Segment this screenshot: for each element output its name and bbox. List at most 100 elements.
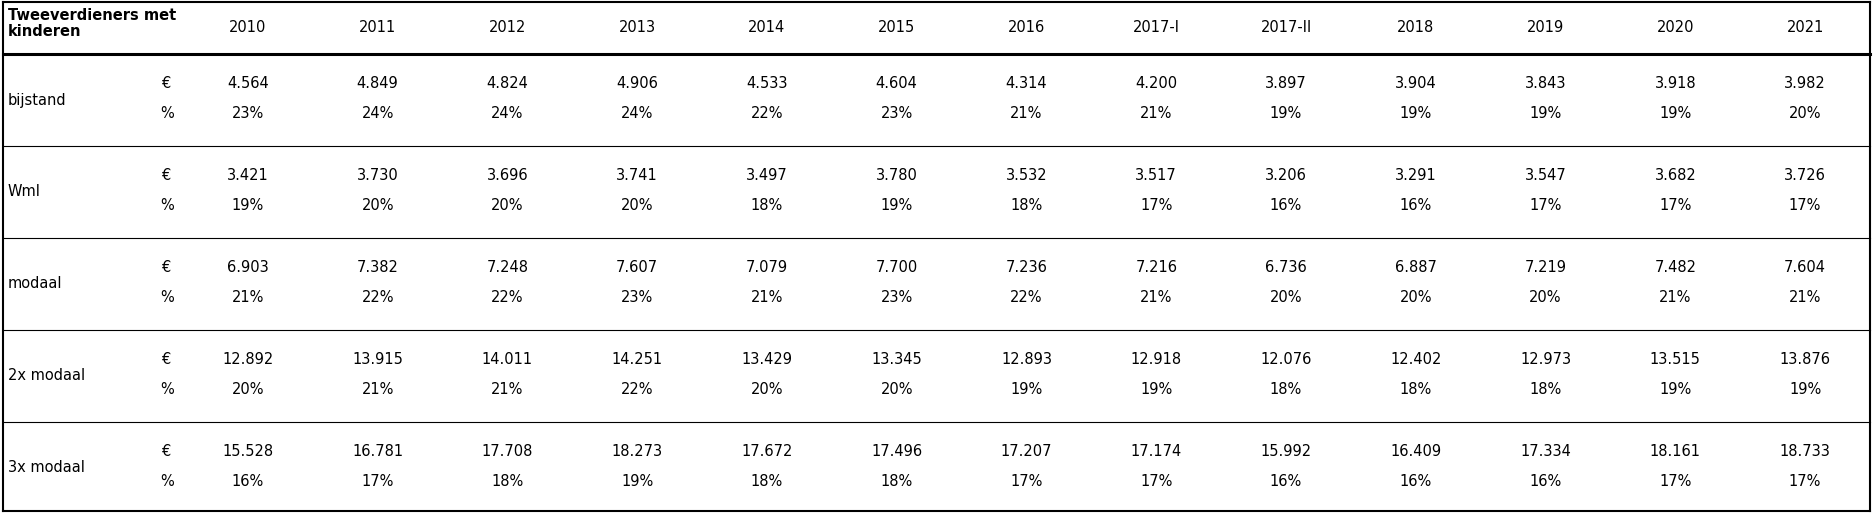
Text: 20%: 20% [1270, 290, 1302, 305]
Text: 15.992: 15.992 [1261, 444, 1311, 459]
Text: 23%: 23% [622, 290, 654, 305]
Text: 12.892: 12.892 [223, 352, 273, 367]
Text: 3.421: 3.421 [227, 168, 268, 183]
Text: 20%: 20% [1789, 106, 1821, 121]
Text: 13.345: 13.345 [871, 352, 922, 367]
Text: 24%: 24% [361, 106, 393, 121]
Text: 17%: 17% [1789, 475, 1821, 489]
Text: 20%: 20% [491, 199, 524, 213]
Text: 7.607: 7.607 [616, 260, 657, 275]
Text: 17.207: 17.207 [1000, 444, 1053, 459]
Text: 2020: 2020 [1656, 21, 1693, 35]
Text: 18.273: 18.273 [612, 444, 663, 459]
Text: 21%: 21% [491, 382, 524, 397]
Text: 18%: 18% [491, 475, 524, 489]
Text: 2010: 2010 [229, 21, 266, 35]
Text: 18.733: 18.733 [1779, 444, 1830, 459]
Text: 16%: 16% [1399, 199, 1433, 213]
Text: 20%: 20% [1530, 290, 1562, 305]
Text: %: % [159, 199, 174, 213]
Text: 22%: 22% [751, 106, 783, 121]
Text: €: € [163, 76, 172, 91]
Text: 6.736: 6.736 [1264, 260, 1307, 275]
Text: 7.604: 7.604 [1785, 260, 1826, 275]
Text: 2015: 2015 [878, 21, 916, 35]
Text: 19%: 19% [1659, 106, 1691, 121]
Text: %: % [159, 475, 174, 489]
Text: Tweeverdieners met: Tweeverdieners met [7, 8, 176, 23]
Text: 3.696: 3.696 [487, 168, 528, 183]
Text: 16%: 16% [232, 475, 264, 489]
Text: 3.741: 3.741 [616, 168, 657, 183]
Text: 4.824: 4.824 [487, 76, 528, 91]
Text: 15.528: 15.528 [223, 444, 273, 459]
Text: 13.515: 13.515 [1650, 352, 1701, 367]
Text: 21%: 21% [751, 290, 783, 305]
Text: 7.382: 7.382 [356, 260, 399, 275]
Text: 12.402: 12.402 [1390, 352, 1442, 367]
Text: 17.708: 17.708 [481, 444, 534, 459]
Text: 19%: 19% [622, 475, 654, 489]
Text: modaal: modaal [7, 277, 62, 291]
Text: 21%: 21% [361, 382, 393, 397]
Text: 2012: 2012 [489, 21, 526, 35]
Text: 20%: 20% [232, 382, 264, 397]
Text: 12.076: 12.076 [1261, 352, 1311, 367]
Text: 20%: 20% [751, 382, 783, 397]
Text: 23%: 23% [880, 290, 912, 305]
Text: 17.496: 17.496 [871, 444, 922, 459]
Text: 16%: 16% [1399, 475, 1433, 489]
Text: €: € [163, 444, 172, 459]
Text: 16%: 16% [1270, 199, 1302, 213]
Text: 24%: 24% [622, 106, 654, 121]
Text: 21%: 21% [1141, 290, 1172, 305]
Text: 20%: 20% [880, 382, 912, 397]
Text: kinderen: kinderen [7, 24, 82, 39]
Text: 13.876: 13.876 [1779, 352, 1830, 367]
Text: 7.482: 7.482 [1654, 260, 1697, 275]
Text: bijstand: bijstand [7, 92, 67, 108]
Text: 22%: 22% [1010, 290, 1043, 305]
Text: 4.314: 4.314 [1006, 76, 1047, 91]
Text: 3.532: 3.532 [1006, 168, 1047, 183]
Text: %: % [159, 382, 174, 397]
Text: 18%: 18% [1010, 199, 1043, 213]
Text: 16%: 16% [1530, 475, 1562, 489]
Text: Wml: Wml [7, 185, 41, 200]
Text: 3.497: 3.497 [745, 168, 789, 183]
Text: 23%: 23% [232, 106, 264, 121]
Text: 19%: 19% [232, 199, 264, 213]
Text: 2016: 2016 [1008, 21, 1045, 35]
Text: 21%: 21% [1141, 106, 1172, 121]
Text: 3.206: 3.206 [1264, 168, 1307, 183]
Text: 17%: 17% [1141, 475, 1172, 489]
Text: 7.079: 7.079 [745, 260, 789, 275]
Text: 22%: 22% [491, 290, 524, 305]
Text: 20%: 20% [1399, 290, 1433, 305]
Text: 3.780: 3.780 [877, 168, 918, 183]
Text: 17%: 17% [1010, 475, 1043, 489]
Text: 2017-II: 2017-II [1261, 21, 1311, 35]
Text: 18%: 18% [751, 475, 783, 489]
Text: 17%: 17% [1789, 199, 1821, 213]
Text: 4.604: 4.604 [877, 76, 918, 91]
Text: 7.219: 7.219 [1525, 260, 1566, 275]
Text: 3.730: 3.730 [356, 168, 399, 183]
Text: 16%: 16% [1270, 475, 1302, 489]
Text: 14.251: 14.251 [612, 352, 663, 367]
Text: 17%: 17% [1141, 199, 1172, 213]
Text: 13.429: 13.429 [742, 352, 792, 367]
Text: 12.893: 12.893 [1000, 352, 1053, 367]
Text: 2x modaal: 2x modaal [7, 368, 84, 384]
Text: 4.906: 4.906 [616, 76, 657, 91]
Text: 21%: 21% [1010, 106, 1043, 121]
Text: 22%: 22% [361, 290, 393, 305]
Text: 19%: 19% [1010, 382, 1043, 397]
Text: 2021: 2021 [1787, 21, 1824, 35]
Text: 4.200: 4.200 [1135, 76, 1178, 91]
Text: 3.897: 3.897 [1264, 76, 1307, 91]
Text: 19%: 19% [1659, 382, 1691, 397]
Text: 7.216: 7.216 [1135, 260, 1178, 275]
Text: 18%: 18% [1399, 382, 1433, 397]
Text: 19%: 19% [880, 199, 912, 213]
